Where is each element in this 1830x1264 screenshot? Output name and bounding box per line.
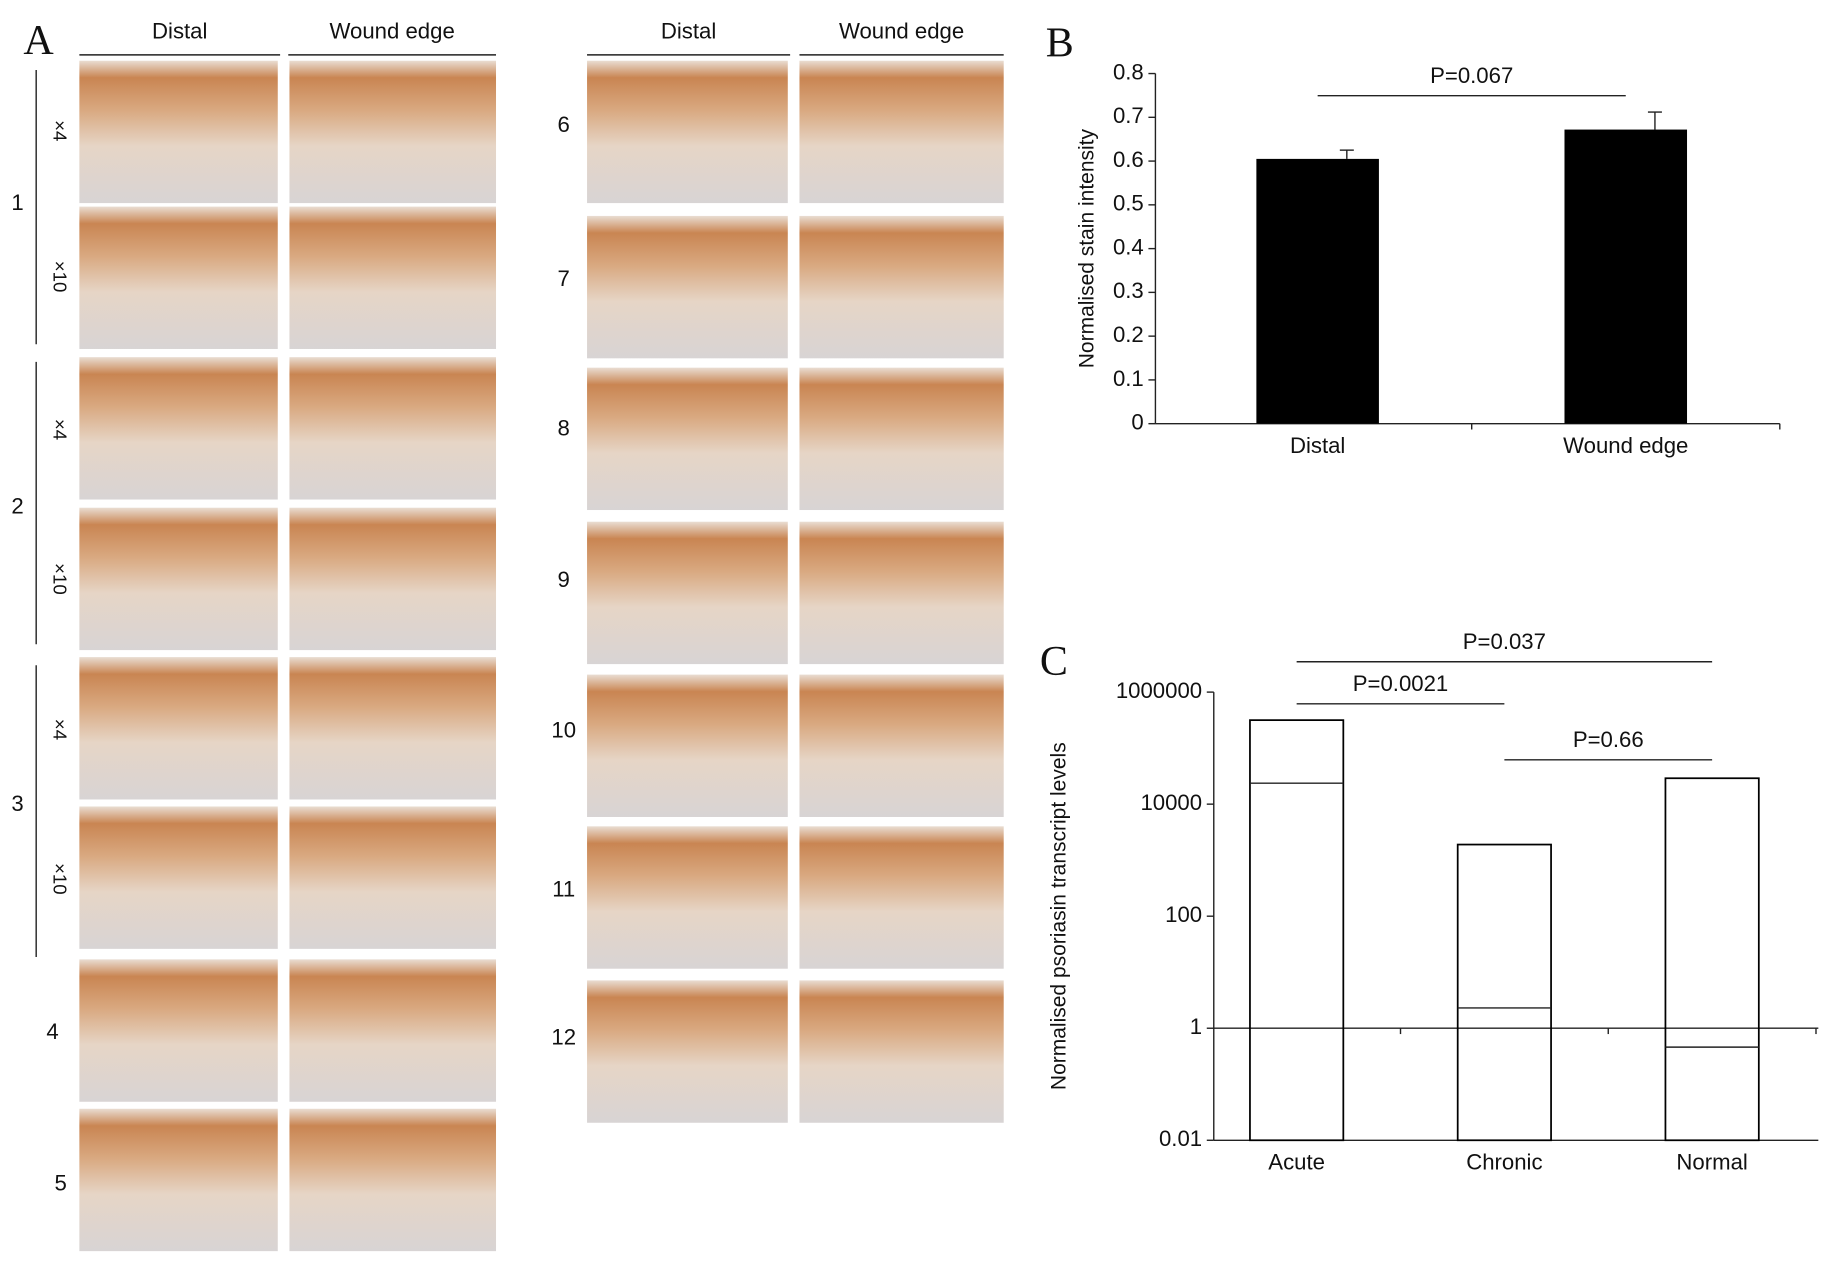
micrograph bbox=[79, 806, 278, 949]
micrograph bbox=[79, 507, 278, 651]
column-header: Wound edge bbox=[330, 19, 455, 44]
y-tick-label: 10000 bbox=[1140, 790, 1202, 815]
micrograph bbox=[79, 657, 278, 800]
y-tick-label: 0.5 bbox=[1113, 191, 1144, 216]
x-tick-label: Chronic bbox=[1466, 1149, 1542, 1174]
micrograph bbox=[799, 674, 1004, 817]
sample-label: 4 bbox=[46, 1019, 58, 1044]
panel-label: A bbox=[23, 18, 54, 64]
y-axis-label: Normalised stain intensity bbox=[1075, 128, 1098, 368]
micrograph bbox=[587, 521, 788, 665]
sample-label: 9 bbox=[558, 567, 570, 592]
micrograph bbox=[289, 206, 497, 349]
micrograph bbox=[289, 60, 497, 204]
y-tick-label: 100 bbox=[1165, 902, 1202, 927]
panel-label: C bbox=[1040, 639, 1068, 685]
micrograph bbox=[587, 60, 788, 204]
y-tick-label: 0.01 bbox=[1159, 1126, 1202, 1151]
micrograph bbox=[799, 980, 1004, 1123]
range-box bbox=[1456, 843, 1552, 1142]
magnification-label: ×10 bbox=[49, 863, 70, 895]
column-header: Distal bbox=[661, 19, 716, 44]
y-tick-label: 0.3 bbox=[1113, 278, 1144, 303]
magnification-label: ×10 bbox=[49, 261, 70, 293]
column-header: Distal bbox=[152, 19, 207, 44]
micrograph bbox=[799, 521, 1004, 665]
annotation: P=0.067 bbox=[1430, 63, 1513, 88]
sample-label: 7 bbox=[558, 266, 570, 291]
micrograph bbox=[799, 215, 1004, 359]
magnification-label: ×4 bbox=[49, 120, 70, 141]
sample-label: 12 bbox=[551, 1025, 576, 1050]
annotation: P=0.0021 bbox=[1353, 671, 1448, 696]
micrograph bbox=[79, 206, 278, 349]
sample-label: 8 bbox=[558, 415, 570, 440]
magnification-label: ×4 bbox=[49, 419, 70, 440]
micrograph bbox=[587, 215, 788, 359]
annotation: P=0.037 bbox=[1463, 629, 1546, 654]
micrograph bbox=[799, 826, 1004, 969]
sample-label: 2 bbox=[11, 494, 23, 519]
micrograph bbox=[799, 367, 1004, 511]
micrograph bbox=[79, 357, 278, 500]
annotation: P=0.66 bbox=[1573, 727, 1644, 752]
y-tick-label: 1 bbox=[1190, 1014, 1202, 1039]
micrograph bbox=[587, 826, 788, 969]
bar bbox=[1256, 158, 1379, 424]
x-tick-label: Acute bbox=[1268, 1149, 1325, 1174]
micrograph bbox=[587, 980, 788, 1123]
micrograph bbox=[289, 657, 497, 800]
y-tick-label: 0.6 bbox=[1113, 147, 1144, 172]
y-tick-label: 0.4 bbox=[1113, 234, 1144, 259]
range-box bbox=[1664, 777, 1760, 1142]
micrograph bbox=[289, 1108, 497, 1252]
micrograph bbox=[799, 60, 1004, 204]
micrograph bbox=[79, 1108, 278, 1252]
sample-label: 1 bbox=[11, 190, 23, 215]
micrograph bbox=[289, 357, 497, 500]
micrograph bbox=[587, 674, 788, 817]
y-tick-label: 0 bbox=[1131, 410, 1143, 435]
y-tick-label: 1000000 bbox=[1116, 678, 1202, 703]
micrograph bbox=[289, 507, 497, 651]
panel-label: B bbox=[1046, 20, 1074, 66]
sample-label: 5 bbox=[55, 1170, 67, 1195]
sample-label: 3 bbox=[11, 791, 23, 816]
y-tick-label: 0.8 bbox=[1113, 59, 1144, 84]
micrograph bbox=[289, 959, 497, 1102]
column-header: Wound edge bbox=[839, 19, 964, 44]
micrograph bbox=[79, 60, 278, 204]
y-tick-label: 0.1 bbox=[1113, 366, 1144, 391]
x-tick-label: Wound edge bbox=[1563, 433, 1688, 458]
x-tick-label: Distal bbox=[1290, 433, 1345, 458]
sample-label: 11 bbox=[552, 876, 575, 901]
x-tick-label: Normal bbox=[1676, 1149, 1747, 1174]
magnification-label: ×4 bbox=[49, 719, 70, 740]
sample-label: 10 bbox=[551, 718, 576, 743]
micrograph bbox=[79, 959, 278, 1102]
sample-label: 6 bbox=[558, 112, 570, 137]
micrograph bbox=[587, 367, 788, 511]
y-tick-label: 0.2 bbox=[1113, 322, 1144, 347]
micrograph bbox=[289, 806, 497, 949]
bar bbox=[1564, 129, 1688, 424]
magnification-label: ×10 bbox=[49, 563, 70, 595]
y-axis-label: Normalised psoriasin transcript levels bbox=[1047, 742, 1070, 1090]
range-box bbox=[1249, 719, 1345, 1142]
y-tick-label: 0.7 bbox=[1113, 103, 1144, 128]
